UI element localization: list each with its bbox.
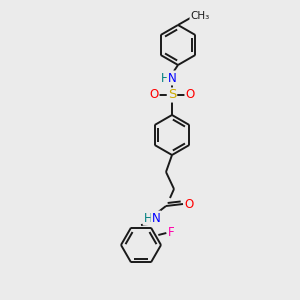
Text: N: N	[152, 212, 160, 224]
Text: CH₃: CH₃	[190, 11, 210, 21]
Text: H: H	[160, 71, 169, 85]
Text: N: N	[168, 71, 176, 85]
Text: H: H	[144, 212, 152, 224]
Text: F: F	[168, 226, 175, 239]
Text: O: O	[185, 88, 195, 101]
Text: S: S	[168, 88, 176, 101]
Text: O: O	[149, 88, 159, 101]
Text: O: O	[184, 197, 194, 211]
